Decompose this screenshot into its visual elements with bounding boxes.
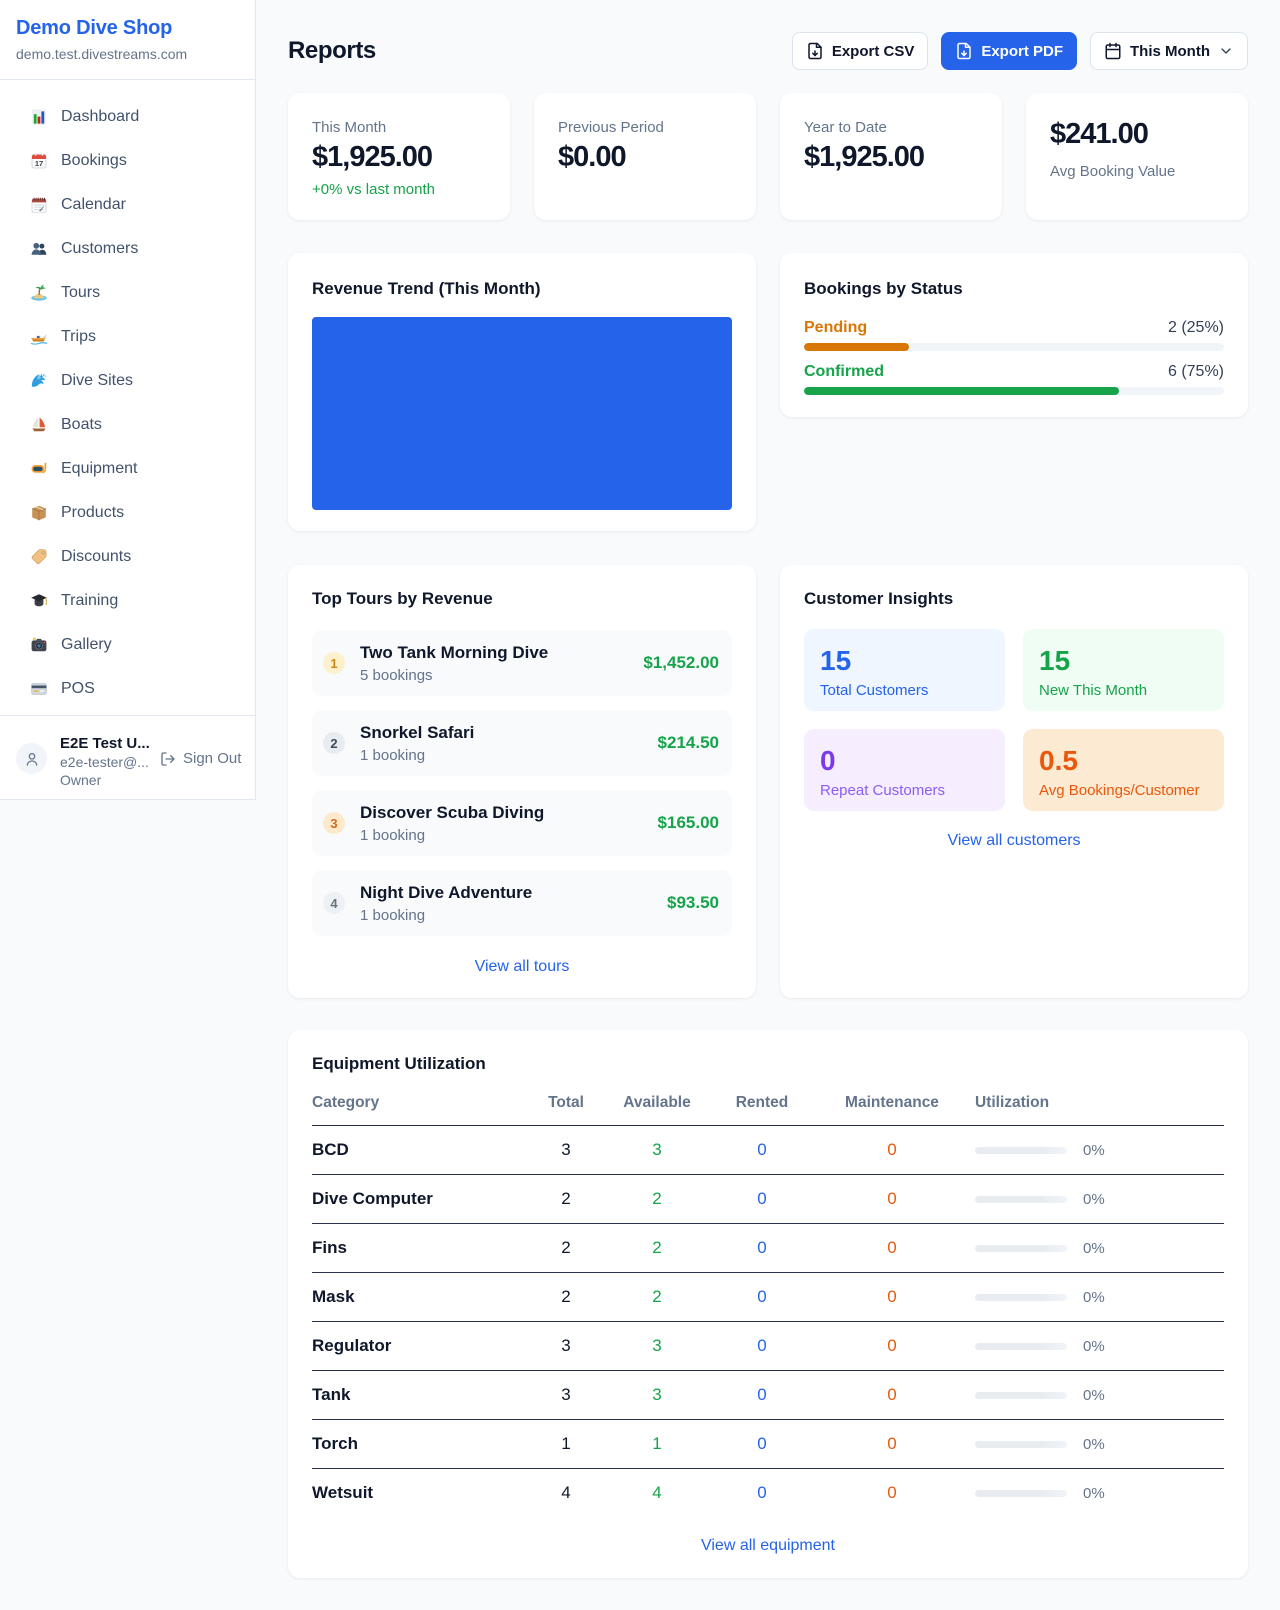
svg-text:17: 17 (35, 159, 43, 168)
